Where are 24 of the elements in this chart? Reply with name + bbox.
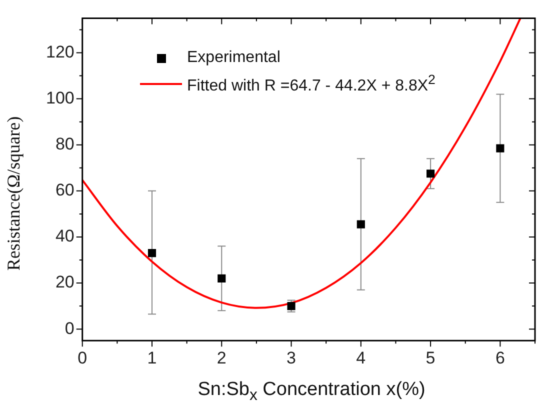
- x-tick-label: 0: [78, 348, 88, 368]
- y-tick-label: 60: [55, 180, 74, 200]
- legend-label: Experimental: [187, 49, 280, 67]
- x-axis-title: Sn:Sb$_{x}$ Concentration x(%): [196, 379, 426, 405]
- point: [356, 220, 365, 228]
- y-tick-label: 80: [55, 134, 74, 154]
- y-tick-label: 40: [55, 226, 74, 246]
- point: [148, 249, 156, 258]
- point: [218, 274, 226, 282]
- x-tick-label: 3: [286, 348, 296, 368]
- point: [496, 144, 504, 152]
- legend-label: Fitted with R =64.7 - 44.2X + 8.8X$^{2}$: [187, 72, 436, 96]
- y-tick-label: 120: [46, 42, 74, 62]
- y-tick-label: 0: [64, 318, 74, 338]
- x-tick-label: 6: [495, 348, 505, 368]
- y-axis-title: Resistance(Ω/square): [4, 116, 24, 270]
- x-tick-label: 4: [356, 348, 366, 368]
- point: [426, 170, 435, 178]
- x-tick-label: 1: [147, 348, 157, 368]
- x-tick-label: 5: [426, 348, 436, 368]
- y-tick-label: 100: [46, 88, 74, 108]
- x-tick-label: 2: [216, 348, 226, 368]
- line-series: [82, 18, 522, 309]
- y-tick-label: 20: [55, 272, 74, 292]
